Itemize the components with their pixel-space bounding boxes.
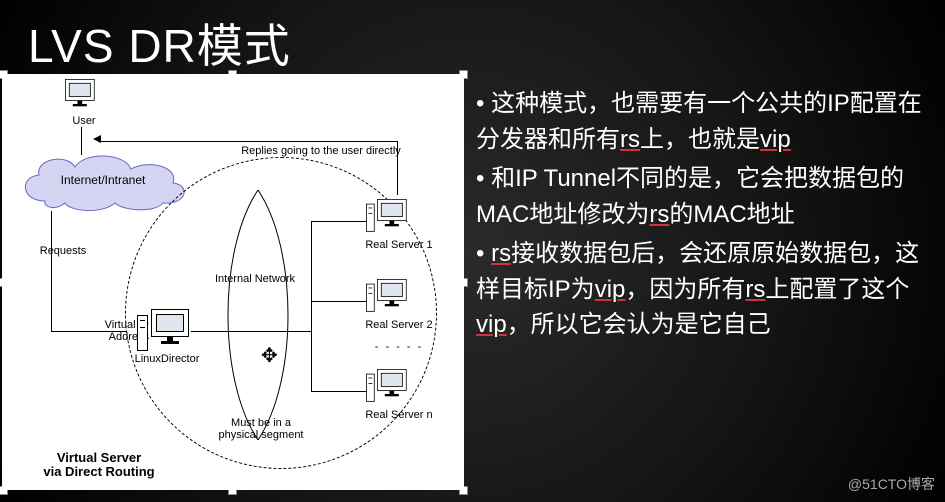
rs1-computer-icon xyxy=(377,199,407,238)
director-computer-icon xyxy=(151,309,189,359)
bullet-3: • rs接收数据包后，会还原原始数据包，这样目标IP为vip，因为所有rs上配置… xyxy=(476,236,931,343)
rs2-label: Real Server 2 xyxy=(359,319,439,331)
slide-title: LVS DR模式 xyxy=(28,10,291,76)
bullet-list: • 这种模式，也需要有一个公共的IP配置在分发器和所有rs上，也就是vip • … xyxy=(476,86,931,347)
rs-dots: - - - - - xyxy=(369,341,429,353)
text: 上配置了这个 xyxy=(765,276,909,303)
watermark: @51CTO博客 xyxy=(848,474,935,494)
hl-vip: vip xyxy=(595,276,626,303)
text: • xyxy=(476,240,491,267)
bullet-2: • 和IP Tunnel不同的是，它会把数据包的MAC地址修改为rs的MAC地址 xyxy=(476,161,931,232)
hl-rs: rs xyxy=(491,240,511,267)
edge-director-bus xyxy=(191,331,311,332)
rsn-computer-icon xyxy=(377,369,407,408)
edge-requests-v xyxy=(51,211,52,331)
arrow-reply xyxy=(93,135,101,143)
user-computer-icon xyxy=(65,79,95,118)
edge-reply xyxy=(98,141,398,142)
edge-rs1 xyxy=(311,221,367,222)
diagram-panel: User Internet/Intranet Replies going to … xyxy=(2,74,464,490)
text: 的MAC地址 xyxy=(669,201,794,228)
internet-cloud-icon: Internet/Intranet xyxy=(15,153,191,211)
segment-label: Must be in a physical segment xyxy=(211,417,311,441)
bullet-1: • 这种模式，也需要有一个公共的IP配置在分发器和所有rs上，也就是vip xyxy=(476,86,931,157)
requests-label: Requests xyxy=(33,245,93,257)
footer-l1: Virtual Server xyxy=(57,450,141,465)
reply-label: Replies going to the user directly xyxy=(231,145,411,157)
slide-root: LVS DR模式 User Internet/Intranet Replies … xyxy=(0,0,945,502)
move-cursor-icon: ✥ xyxy=(261,343,278,368)
footer-l2: via Direct Routing xyxy=(43,464,154,479)
rs1-label: Real Server 1 xyxy=(359,239,439,251)
director-label: LinuxDirector xyxy=(127,353,207,365)
text: ，所以它会认为是它自己 xyxy=(507,311,771,338)
edge-user-cloud xyxy=(81,127,82,155)
segment-l1: Must be in a xyxy=(231,417,291,429)
internal-network-bulge xyxy=(203,190,313,440)
cloud-label: Internet/Intranet xyxy=(15,173,191,187)
hl-rs: rs xyxy=(745,276,765,303)
hl-rs: rs xyxy=(649,201,669,228)
text: ，因为所有 xyxy=(625,276,745,303)
text: 上，也就是 xyxy=(640,126,760,153)
rs2-computer-icon xyxy=(377,279,407,318)
edge-rsn xyxy=(311,391,367,392)
edge-rs2 xyxy=(311,301,367,302)
rsn-label: Real Server n xyxy=(359,409,439,421)
diagram-footer: Virtual Server via Direct Routing xyxy=(19,451,179,480)
user-label: User xyxy=(59,115,109,127)
segment-l2: physical segment xyxy=(219,429,304,441)
internal-label: Internal Network xyxy=(205,273,305,285)
hl-vip: vip xyxy=(476,311,507,338)
hl-rs: rs xyxy=(620,126,640,153)
hl-vip: vip xyxy=(760,126,791,153)
edge-rs-bus xyxy=(311,221,312,392)
